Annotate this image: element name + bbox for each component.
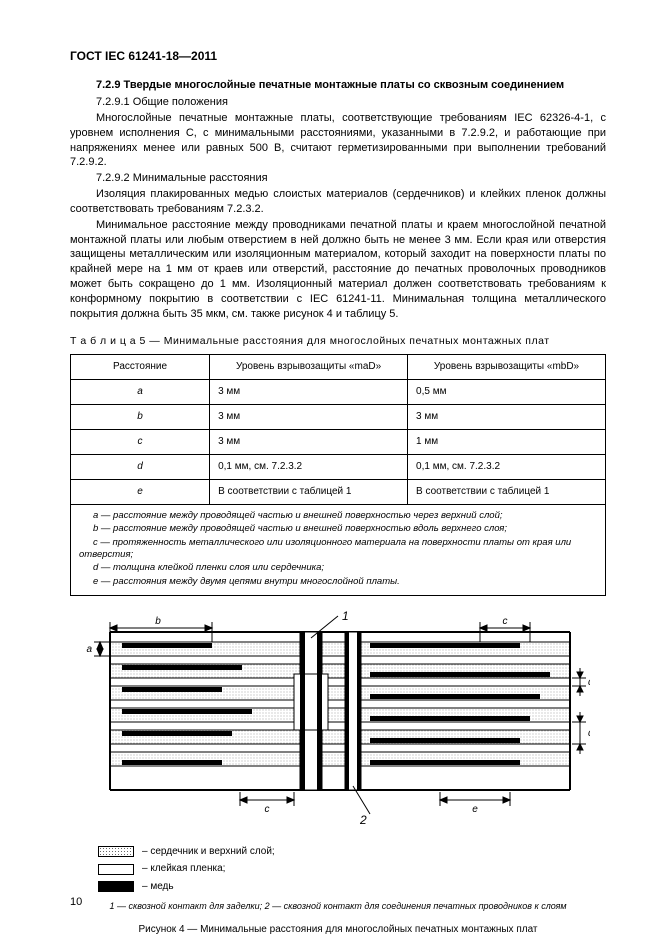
- cell-key: c: [71, 429, 210, 454]
- table-row: d 0,1 мм, см. 7.2.3.2 0,1 мм, см. 7.2.3.…: [71, 454, 606, 479]
- figure-legend: – сердечник и верхний слой; – клейкая пл…: [98, 845, 606, 894]
- dim-b: b: [155, 616, 161, 627]
- cell-v1: 0,1 мм, см. 7.2.3.2: [210, 454, 408, 479]
- dim-d1: d: [588, 677, 590, 688]
- dim-d2: d: [588, 728, 590, 739]
- table-row: c 3 мм 1 мм: [71, 429, 606, 454]
- paragraph-3: Минимальное расстояние между проводникам…: [70, 218, 606, 322]
- leader-1: 1: [342, 610, 349, 623]
- cell-key: b: [71, 404, 210, 429]
- note-e: e — расстояния между двумя цепями внутри…: [79, 576, 597, 588]
- pcb-diagram: b a c: [70, 610, 590, 830]
- swatch-dots-icon: [98, 846, 134, 857]
- legend-text: – сердечник и верхний слой;: [142, 845, 275, 859]
- swatch-black-icon: [98, 881, 134, 892]
- cell-key: e: [71, 479, 210, 504]
- th-mad: Уровень взрывозащиты «maD»: [210, 354, 408, 379]
- cell-key: d: [71, 454, 210, 479]
- table-row: b 3 мм 3 мм: [71, 404, 606, 429]
- page-number: 10: [70, 895, 82, 910]
- note-a: a — расстояние между проводящей частью и…: [79, 510, 597, 522]
- legend-core: – сердечник и верхний слой;: [98, 845, 606, 859]
- dim-a: a: [86, 644, 92, 655]
- table-row: a 3 мм 0,5 мм: [71, 379, 606, 404]
- dim-e: e: [472, 804, 478, 815]
- section-title: 7.2.9 Твердые многослойные печатные монт…: [70, 78, 606, 93]
- subsection-1: 7.2.9.1 Общие положения: [70, 95, 606, 110]
- leader-2: 2: [359, 813, 367, 827]
- note-b: b — расстояние между проводящей частью и…: [79, 523, 597, 535]
- cell-v1: 3 мм: [210, 404, 408, 429]
- cell-v2: 0,5 мм: [408, 379, 606, 404]
- legend-text: – клейкая пленка;: [142, 862, 225, 876]
- paragraph-1: Многослойные печатные монтажные платы, с…: [70, 111, 606, 170]
- th-distance: Расстояние: [71, 354, 210, 379]
- figure-4: b a c: [70, 610, 606, 936]
- table-caption: Т а б л и ц а 5 — Минимальные расстояния…: [70, 334, 606, 348]
- legend-copper: – медь: [98, 880, 606, 894]
- table-row: e В соответствии с таблицей 1 В соответс…: [71, 479, 606, 504]
- figure-key: 1 — сквозной контакт для заделки; 2 — ск…: [70, 901, 606, 913]
- dim-c-top: c: [503, 616, 508, 627]
- cell-v2: 0,1 мм, см. 7.2.3.2: [408, 454, 606, 479]
- th-mbd: Уровень взрывозащиты «mbD»: [408, 354, 606, 379]
- note-d: d — толщина клейкой пленки слоя или серд…: [79, 562, 597, 574]
- legend-adhesive: – клейкая пленка;: [98, 862, 606, 876]
- cell-v1: 3 мм: [210, 379, 408, 404]
- distances-table: Расстояние Уровень взрывозащиты «maD» Ур…: [70, 354, 606, 505]
- figure-caption: Рисунок 4 — Минимальные расстояния для м…: [70, 923, 606, 936]
- dim-c-bottom: c: [265, 804, 270, 815]
- legend-text: – медь: [142, 880, 174, 894]
- cell-v2: В соответствии с таблицей 1: [408, 479, 606, 504]
- table-notes: a — расстояние между проводящей частью и…: [70, 505, 606, 596]
- document-page: ГОСТ IEC 61241-18—2011 7.2.9 Твердые мно…: [0, 0, 661, 936]
- paragraph-2: Изоляция плакированных медью слоистых ма…: [70, 187, 606, 217]
- gost-header: ГОСТ IEC 61241-18—2011: [70, 48, 606, 64]
- swatch-white-icon: [98, 864, 134, 875]
- cell-v2: 1 мм: [408, 429, 606, 454]
- note-c: c — протяженность металлического или изо…: [79, 537, 597, 562]
- cell-v1: 3 мм: [210, 429, 408, 454]
- cell-v2: 3 мм: [408, 404, 606, 429]
- cell-key: a: [71, 379, 210, 404]
- subsection-2: 7.2.9.2 Минимальные расстояния: [70, 171, 606, 186]
- cell-v1: В соответствии с таблицей 1: [210, 479, 408, 504]
